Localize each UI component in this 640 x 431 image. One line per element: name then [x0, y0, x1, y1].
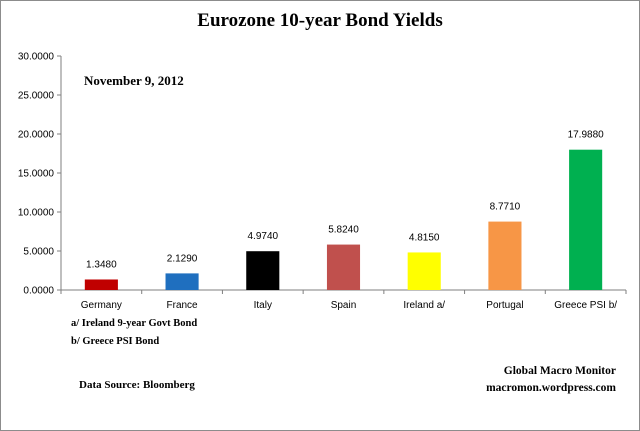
y-tick-label: 15.0000 — [18, 169, 55, 180]
footnote-b: b/ Greece PSI Bond — [71, 336, 160, 347]
footnote-a: a/ Ireland 9-year Govt Bond — [71, 318, 198, 329]
y-tick-label: 10.0000 — [18, 208, 55, 219]
y-tick-label: 5.0000 — [23, 247, 54, 258]
bar — [488, 221, 522, 290]
bar — [246, 251, 280, 290]
data-label: 17.9880 — [568, 130, 605, 141]
credit-url: macromon.wordpress.com — [486, 382, 616, 394]
x-tick-label: Spain — [331, 300, 357, 311]
y-tick-label: 25.0000 — [18, 91, 55, 102]
data-label: 2.1290 — [167, 253, 198, 264]
data-source: Data Source: Bloomberg — [79, 379, 195, 391]
bar — [84, 279, 118, 290]
x-tick-label: Ireland a/ — [403, 300, 445, 311]
y-tick-label: 20.0000 — [18, 130, 55, 141]
bar — [165, 273, 199, 290]
chart-title: Eurozone 10-year Bond Yields — [197, 10, 443, 31]
data-label: 5.8240 — [328, 225, 359, 236]
chart-date: November 9, 2012 — [84, 73, 184, 88]
data-label: 8.7710 — [490, 202, 521, 213]
y-tick-label: 0.0000 — [23, 286, 54, 297]
bar — [407, 252, 441, 290]
y-tick-label: 30.0000 — [18, 52, 55, 63]
bar — [569, 149, 603, 290]
credit: Global Macro Monitor macromon.wordpress.… — [486, 363, 616, 397]
x-tick-label: Italy — [254, 300, 272, 311]
x-tick-label: Germany — [81, 300, 122, 311]
data-label: 4.9740 — [247, 231, 278, 242]
x-tick-label: Greece PSI b/ — [554, 300, 617, 311]
x-tick-label: France — [167, 300, 199, 311]
data-label: 4.8150 — [409, 232, 440, 243]
credit-name: Global Macro Monitor — [503, 365, 616, 377]
data-label: 1.3480 — [86, 259, 117, 270]
bar — [326, 244, 361, 290]
x-tick-label: Portugal — [486, 300, 523, 311]
